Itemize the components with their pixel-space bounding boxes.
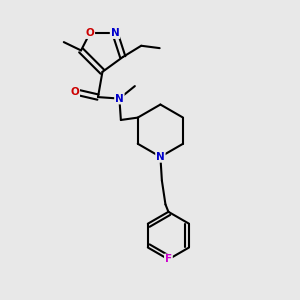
- Text: N: N: [115, 94, 124, 103]
- Text: O: O: [70, 87, 79, 97]
- Text: F: F: [165, 254, 172, 264]
- Text: N: N: [156, 152, 165, 162]
- Text: N: N: [111, 28, 119, 38]
- Text: O: O: [85, 28, 94, 38]
